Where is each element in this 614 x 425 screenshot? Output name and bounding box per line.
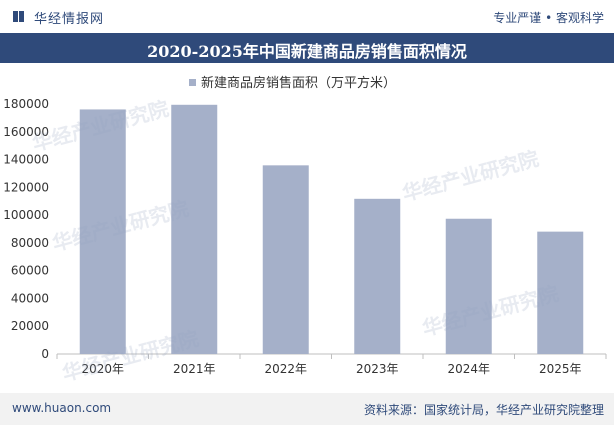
footer-bar: www.huaon.com 资料来源：国家统计局，华经产业研究院整理 bbox=[0, 393, 614, 425]
bar bbox=[262, 165, 309, 354]
x-tick-label: 2022年 bbox=[264, 362, 307, 376]
legend-label: 新建商品房销售面积（万平方米） bbox=[201, 75, 396, 91]
logo-icon bbox=[13, 11, 24, 22]
title-bar: 2020-2025年中国新建商品房销售面积情况 bbox=[0, 33, 614, 63]
bar bbox=[537, 231, 584, 354]
y-tick-label: 40000 bbox=[11, 291, 49, 305]
header-bar: 华经情报网 专业严谨 • 客观科学 bbox=[0, 0, 614, 33]
y-tick-label: 140000 bbox=[3, 153, 49, 167]
chart-title: 2020-2025年中国新建商品房销售面积情况 bbox=[147, 42, 467, 61]
x-tick-label: 2025年 bbox=[539, 362, 582, 376]
tagline: 专业严谨 • 客观科学 bbox=[493, 11, 604, 25]
source-note: 资料来源：国家统计局，华经产业研究院整理 bbox=[363, 403, 604, 417]
y-tick-label: 60000 bbox=[11, 264, 49, 278]
y-tick-label: 160000 bbox=[3, 125, 49, 139]
x-tick-label: 2020年 bbox=[81, 362, 124, 376]
bar-chart: 新建商品房销售面积（万平方米） 0 20000 40000 60000 80000 1000… bbox=[3, 75, 607, 376]
x-tick-label: 2021年 bbox=[173, 362, 216, 376]
bar bbox=[171, 104, 218, 354]
bar bbox=[354, 198, 401, 354]
bar bbox=[445, 218, 492, 354]
y-tick-label: 100000 bbox=[3, 208, 49, 222]
y-tick-label: 120000 bbox=[3, 180, 49, 194]
x-tick-label: 2024年 bbox=[447, 362, 490, 376]
x-tick-label: 2023年 bbox=[356, 362, 399, 376]
brand-name: 华经情报网 bbox=[34, 12, 105, 27]
y-tick-label: 180000 bbox=[3, 97, 49, 111]
y-tick-label: 20000 bbox=[11, 319, 49, 333]
legend-swatch bbox=[189, 79, 196, 86]
bar bbox=[79, 109, 126, 354]
site-link[interactable]: www.huaon.com bbox=[12, 401, 112, 415]
y-tick-label: 0 bbox=[41, 347, 49, 361]
y-tick-label: 80000 bbox=[11, 236, 49, 250]
